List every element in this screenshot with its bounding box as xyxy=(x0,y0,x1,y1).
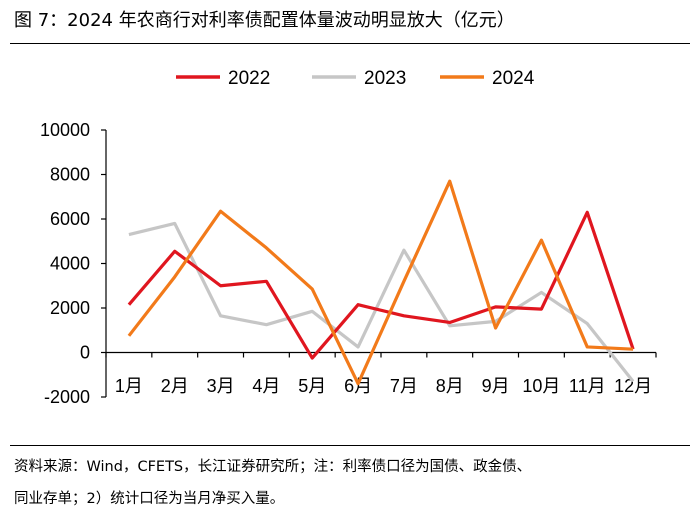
series-lines xyxy=(127,179,635,386)
y-tick-label: 6000 xyxy=(50,209,90,229)
source-note-line-1: 资料来源：Wind，CFETS，长江证券研究所；注：利率债口径为国债、政金债、 xyxy=(14,459,532,475)
y-tick-label: 4000 xyxy=(50,254,90,274)
bottom-rule xyxy=(10,445,690,446)
series-line-2022 xyxy=(127,210,635,360)
y-tick-label: 0 xyxy=(80,343,90,363)
x-tick-label: 9月 xyxy=(482,376,510,396)
top-rule xyxy=(10,43,690,44)
line-chart: 2022 2023 2024 -2000 0 2000 4000 6000 8000 10000… xyxy=(40,68,657,407)
series-line-2024 xyxy=(127,179,634,386)
x-tick-label: 10月 xyxy=(522,376,560,396)
source-note-line-2: 同业存单；2）统计口径为当月净买入量。 xyxy=(14,491,285,507)
x-tick-label: 8月 xyxy=(436,376,464,396)
legend: 2022 2023 2024 xyxy=(176,68,535,89)
x-tick-label: 6月 xyxy=(344,376,372,396)
y-tick-label: 8000 xyxy=(50,165,90,185)
x-tick-label: 5月 xyxy=(298,376,326,396)
y-tick-label: -2000 xyxy=(44,387,90,407)
x-tick-label: 11月 xyxy=(569,376,606,396)
legend-label-2024: 2024 xyxy=(492,68,535,89)
x-tick-label: 4月 xyxy=(252,376,280,396)
x-tick-label: 1月 xyxy=(115,376,143,396)
x-tick-label: 7月 xyxy=(390,376,418,396)
figure-title: 图 7：2024 年农商行对利率债配置体量波动明显放大（亿元） xyxy=(14,10,515,31)
legend-label-2023: 2023 xyxy=(364,68,406,89)
axes: -2000 0 2000 4000 6000 8000 10000 1月 2月 3月 4月 5月 6月 7… xyxy=(40,120,657,407)
legend-label-2022: 2022 xyxy=(228,68,270,89)
y-tick-label: 2000 xyxy=(50,298,90,318)
x-tick-label: 12月 xyxy=(614,376,652,396)
x-tick-label: 2月 xyxy=(161,376,189,396)
y-tick-label: 10000 xyxy=(40,120,90,140)
series-line-2023 xyxy=(128,221,635,383)
x-tick-label: 3月 xyxy=(207,376,235,396)
